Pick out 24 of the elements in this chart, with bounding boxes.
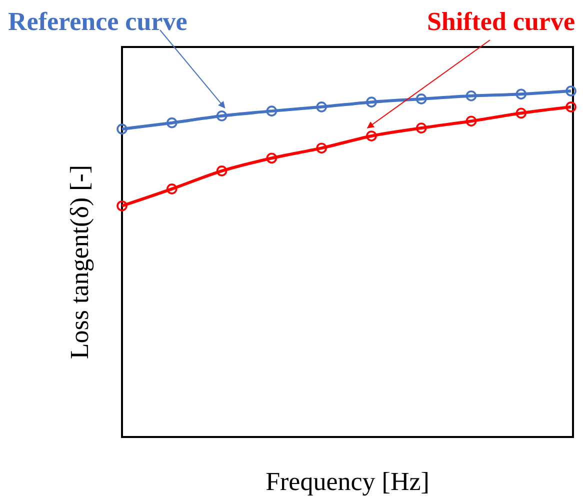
point xyxy=(366,130,377,142)
x-axis-title: Frequency [Hz] xyxy=(266,467,430,496)
point xyxy=(366,96,377,108)
point xyxy=(216,166,228,176)
point xyxy=(466,116,477,126)
point xyxy=(266,106,278,116)
point xyxy=(166,184,178,194)
point xyxy=(316,142,327,154)
point xyxy=(566,86,576,96)
point xyxy=(516,88,527,100)
y-axis-title: Loss tangent(δ) [-] xyxy=(65,164,94,360)
point xyxy=(516,108,527,119)
point xyxy=(466,90,477,102)
point xyxy=(316,102,327,112)
point xyxy=(166,117,178,128)
point xyxy=(116,124,128,134)
point xyxy=(416,122,427,134)
text: Shifted curve xyxy=(426,7,575,36)
text: Reference curve xyxy=(8,7,188,36)
point xyxy=(116,200,128,212)
point xyxy=(266,152,278,164)
point xyxy=(416,94,427,104)
point xyxy=(566,102,576,112)
point xyxy=(216,110,228,122)
